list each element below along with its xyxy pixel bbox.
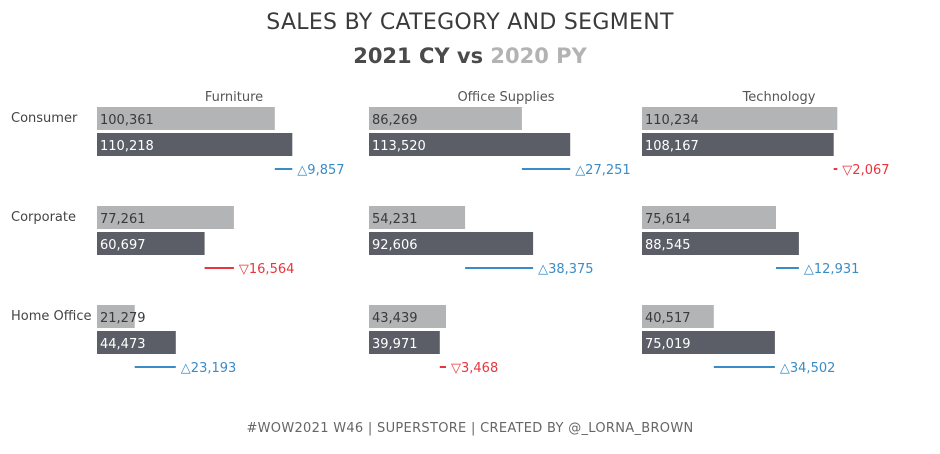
- segment-label: Corporate: [11, 210, 76, 225]
- category-header: Furniture: [205, 90, 263, 105]
- py-bar: [97, 206, 234, 229]
- cy-bar: [97, 133, 293, 156]
- py-value-label: 100,361: [100, 113, 154, 128]
- segment-label: Home Office: [11, 309, 91, 324]
- difference-label: △23,193: [181, 361, 237, 376]
- py-value-label: 40,517: [645, 311, 691, 326]
- py-value-label: 43,439: [372, 311, 418, 326]
- py-bar: [369, 107, 522, 130]
- cy-bar: [369, 232, 534, 255]
- difference-label: △38,375: [538, 262, 594, 277]
- difference-label: △27,251: [575, 163, 631, 178]
- segment-label: Consumer: [11, 111, 78, 126]
- py-value-label: 54,231: [372, 212, 418, 227]
- cy-bar: [369, 133, 571, 156]
- category-header: Technology: [742, 90, 816, 105]
- subtitle-vs: vs: [456, 44, 484, 68]
- cy-value-label: 60,697: [100, 238, 146, 253]
- chart-title: SALES BY CATEGORY AND SEGMENT: [266, 10, 674, 35]
- difference-label: △34,502: [780, 361, 836, 376]
- py-bar: [97, 305, 135, 328]
- py-bar: [642, 206, 776, 229]
- py-bar: [369, 206, 466, 229]
- cy-bar: [369, 331, 440, 354]
- cy-value-label: 39,971: [372, 337, 418, 352]
- difference-label: ▽2,067: [842, 163, 889, 178]
- cy-value-label: 75,019: [645, 337, 691, 352]
- difference-label: ▽16,564: [239, 262, 295, 277]
- py-bar: [642, 305, 714, 328]
- cy-bar: [97, 331, 176, 354]
- cy-bar: [642, 133, 834, 156]
- cy-bar: [642, 331, 775, 354]
- py-bar: [97, 107, 275, 130]
- cy-bar: [642, 232, 799, 255]
- py-value-label: 86,269: [372, 113, 418, 128]
- difference-label: △9,857: [297, 163, 344, 178]
- py-bar: [369, 305, 446, 328]
- difference-label: △12,931: [804, 262, 860, 277]
- py-value-label: 110,234: [645, 113, 699, 128]
- py-value-label: 75,614: [645, 212, 691, 227]
- cy-value-label: 108,167: [645, 139, 699, 154]
- subtitle-cy: 2021 CY: [353, 44, 450, 68]
- py-value-label: 77,261: [100, 212, 146, 227]
- py-value-label: 21,279: [100, 311, 146, 326]
- cy-value-label: 88,545: [645, 238, 691, 253]
- cy-value-label: 44,473: [100, 337, 146, 352]
- cy-value-label: 113,520: [372, 139, 426, 154]
- chart-subtitle: 2021 CY vs 2020 PY: [0, 44, 940, 68]
- footer-credit: #WOW2021 W46 | SUPERSTORE | CREATED BY @…: [246, 421, 694, 436]
- py-bar: [642, 107, 838, 130]
- category-header: Office Supplies: [457, 90, 554, 105]
- subtitle-py: 2020 PY: [490, 44, 587, 68]
- cy-value-label: 110,218: [100, 139, 154, 154]
- difference-label: ▽3,468: [451, 361, 498, 376]
- cy-value-label: 92,606: [372, 238, 418, 253]
- cy-bar: [97, 232, 205, 255]
